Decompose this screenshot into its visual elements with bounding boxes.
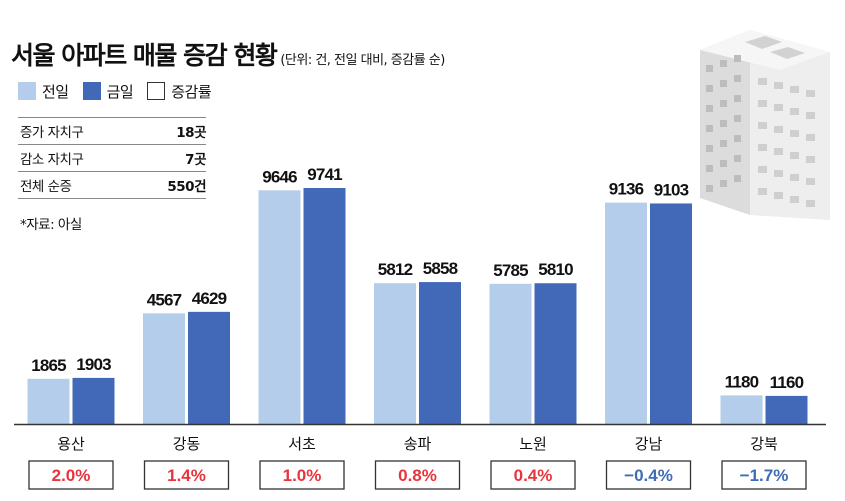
data-label-curr-1: 4629	[192, 289, 227, 308]
bar-prev-2	[258, 190, 301, 424]
bar-curr-2	[303, 188, 346, 424]
legend-item-rate: 증감률	[147, 81, 212, 102]
legend-item-curr: 금일	[82, 81, 134, 102]
category-label-3: 송파	[404, 435, 432, 453]
summary-value: 550건	[136, 171, 206, 199]
data-label-prev-3: 5812	[378, 260, 413, 279]
bar-prev-3	[374, 283, 416, 424]
change-rate-label-4: 0.4%	[514, 466, 553, 485]
data-label-prev-5: 9136	[609, 180, 644, 199]
summary-row-decrease: 감소 자치구 7곳	[18, 144, 206, 172]
summary-row-net: 전체 순증 550건	[18, 171, 206, 199]
legend-swatch-prev	[18, 82, 36, 100]
bar-curr-3	[419, 282, 461, 424]
change-rate-label-6: −1.7%	[740, 466, 789, 485]
legend: 전일 금일 증감률	[18, 80, 225, 102]
data-label-curr-2: 9741	[307, 165, 342, 184]
change-rate-box-6	[721, 460, 807, 490]
data-label-curr-4: 5810	[538, 260, 573, 279]
change-rate-label-5: −0.4%	[624, 466, 673, 485]
title-unit: (단위: 건, 전일 대비, 증감률 순)	[280, 53, 445, 68]
apartment-building-illustration	[700, 30, 830, 220]
change-rate-box-0	[28, 460, 114, 490]
legend-label-curr: 금일	[106, 82, 134, 101]
change-rate-label-2: 1.0%	[283, 466, 322, 485]
category-label-5: 강남	[635, 435, 663, 453]
change-rate-box-5	[605, 460, 692, 490]
summary-label: 전체 순증	[18, 171, 137, 199]
change-rate-box-4	[490, 460, 576, 490]
category-label-1: 강동	[173, 435, 201, 453]
bar-prev-0	[27, 378, 70, 424]
bar-curr-1	[188, 311, 230, 424]
bar-prev-1	[143, 313, 185, 424]
data-label-prev-0: 1865	[31, 356, 66, 375]
source-note: *자료: 아실	[20, 217, 82, 233]
data-label-prev-1: 4567	[147, 290, 182, 309]
data-label-curr-3: 5858	[423, 259, 458, 278]
legend-item-prev: 전일	[18, 81, 69, 102]
bar-curr-0	[72, 377, 115, 424]
category-label-6: 강북	[750, 435, 778, 453]
legend-swatch-curr	[82, 82, 101, 100]
data-label-prev-4: 5785	[493, 261, 528, 280]
bar-prev-4	[489, 283, 532, 424]
bar-curr-5	[650, 203, 692, 424]
data-label-curr-6: 1160	[770, 373, 804, 392]
category-label-4: 노원	[519, 435, 547, 453]
summary-table: 증가 자치구 18곳 감소 자치구 7곳 전체 순증 550건	[18, 117, 206, 199]
legend-swatch-rate	[147, 82, 166, 100]
category-label-0: 용산	[57, 435, 85, 453]
change-rate-box-1	[143, 460, 230, 490]
data-label-prev-2: 9646	[262, 167, 297, 186]
bar-curr-4	[534, 283, 577, 424]
data-label-curr-0: 1903	[76, 355, 111, 374]
data-label-curr-5: 9103	[654, 180, 689, 199]
data-label-prev-6: 1180	[725, 372, 759, 391]
change-rate-box-2	[259, 460, 345, 490]
change-rate-label-0: 2.0%	[52, 466, 91, 485]
title-main: 서울 아파트 매물 증감 현황	[11, 41, 278, 70]
summary-label: 감소 자치구	[18, 144, 137, 172]
category-label-2: 서초	[288, 435, 316, 453]
bar-prev-6	[720, 395, 763, 424]
change-rate-box-3	[374, 460, 461, 490]
change-rate-label-3: 0.8%	[398, 466, 437, 485]
legend-label-rate: 증감률	[171, 82, 212, 101]
legend-label-prev: 전일	[42, 82, 69, 101]
bar-curr-6	[765, 395, 808, 424]
change-rate-label-1: 1.4%	[167, 466, 206, 485]
chart-title: 서울 아파트 매물 증감 현황 (단위: 건, 전일 대비, 증감률 순)	[11, 36, 445, 72]
bar-prev-5	[605, 202, 647, 424]
